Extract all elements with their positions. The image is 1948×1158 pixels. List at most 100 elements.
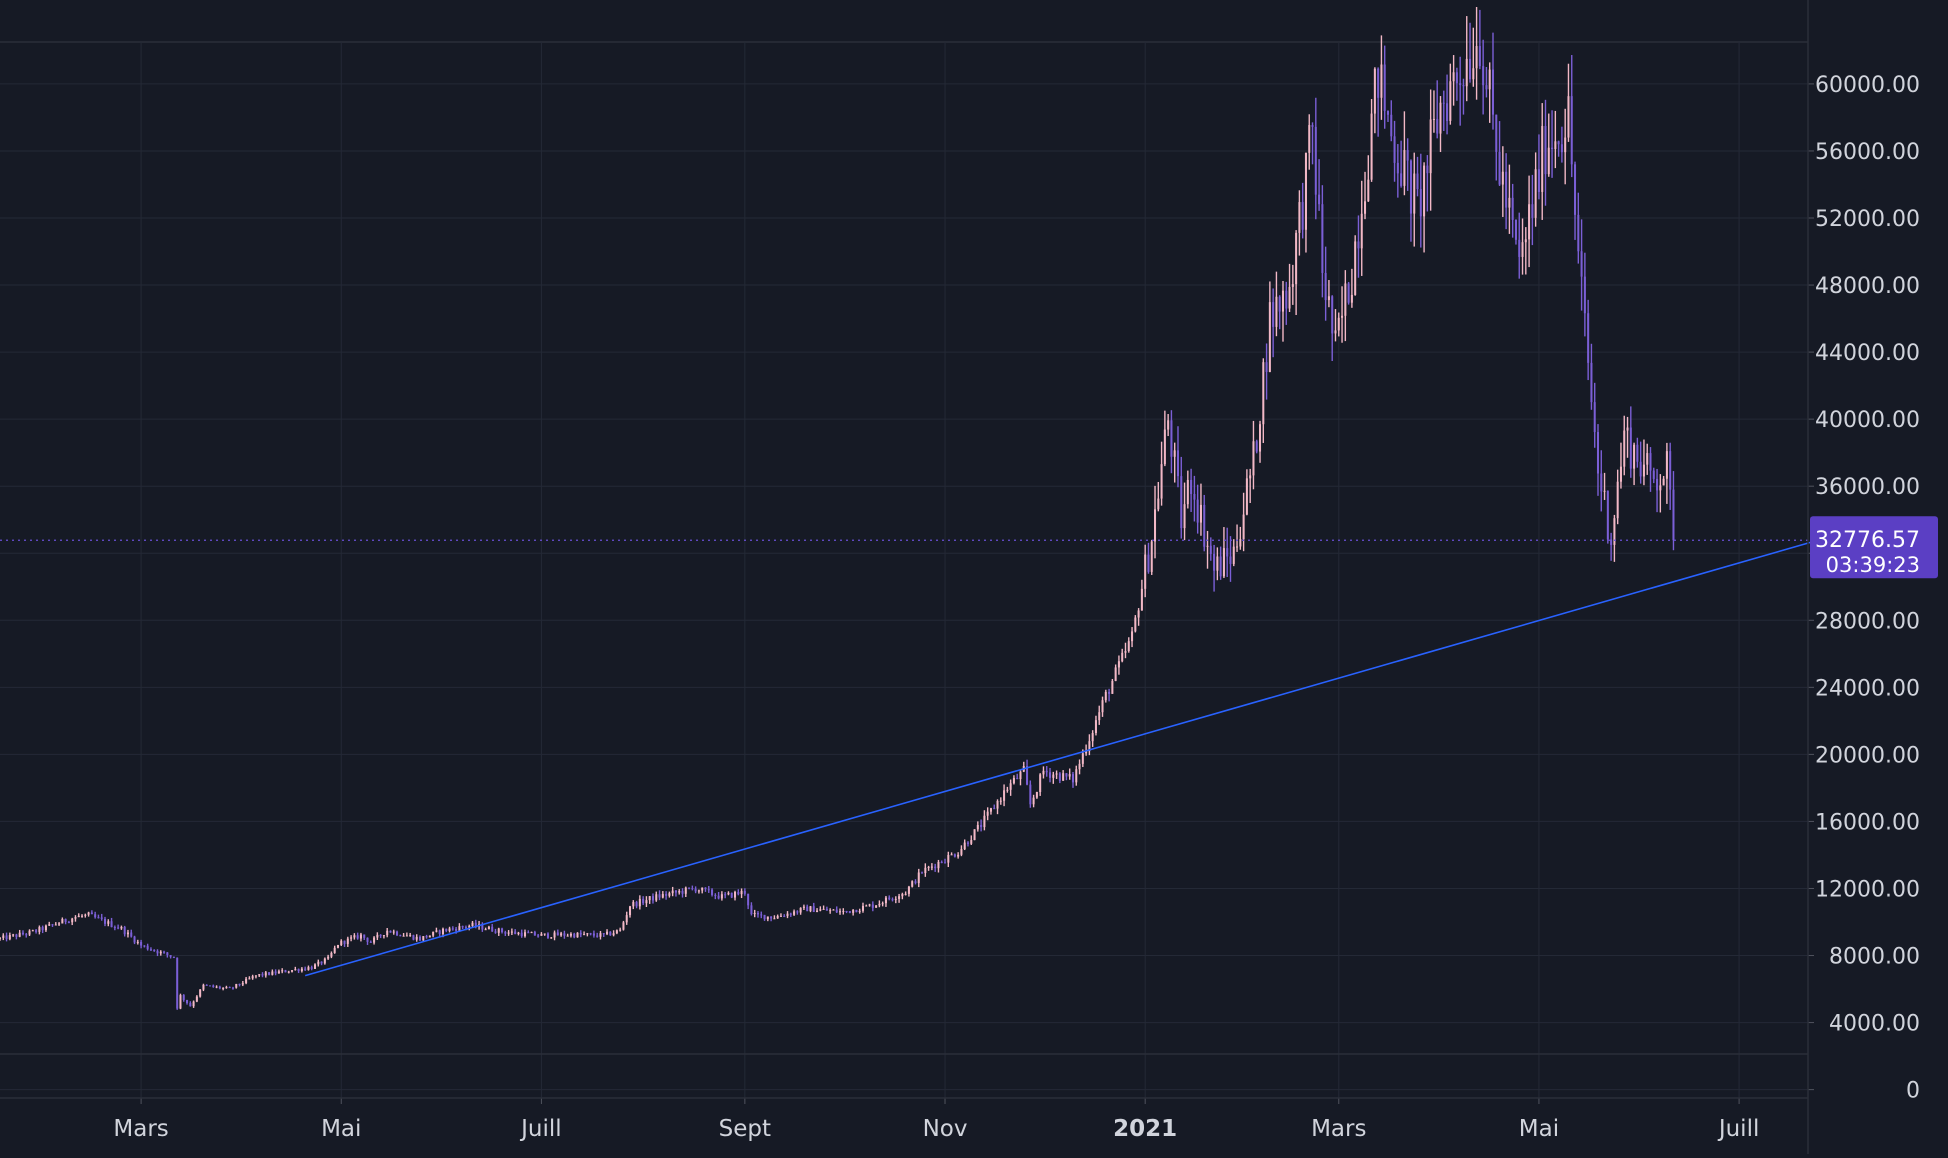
candle[interactable] (1193, 475, 1196, 522)
candle[interactable] (760, 911, 763, 919)
candle[interactable] (202, 983, 205, 992)
candle[interactable] (1436, 80, 1439, 139)
candle[interactable] (330, 951, 333, 959)
candle[interactable] (231, 986, 234, 990)
candle[interactable] (1446, 74, 1449, 135)
candle[interactable] (911, 880, 914, 888)
candle[interactable] (313, 963, 317, 970)
candle[interactable] (891, 897, 894, 902)
candle[interactable] (1665, 442, 1668, 504)
candle[interactable] (1524, 227, 1527, 275)
candle[interactable] (1623, 415, 1626, 476)
candle[interactable] (1551, 110, 1554, 178)
candle[interactable] (658, 890, 661, 901)
candle[interactable] (1659, 474, 1662, 513)
candle[interactable] (1176, 426, 1180, 488)
candle[interactable] (1249, 468, 1252, 503)
candle[interactable] (1012, 775, 1015, 785)
candle[interactable] (300, 967, 303, 973)
candle[interactable] (1577, 192, 1580, 264)
candle[interactable] (701, 887, 704, 894)
candle[interactable] (1150, 539, 1153, 575)
candle[interactable] (392, 929, 395, 935)
candle[interactable] (1413, 152, 1416, 247)
candle[interactable] (789, 912, 792, 917)
candle[interactable] (245, 976, 248, 985)
candle[interactable] (484, 927, 487, 931)
candle[interactable] (888, 895, 891, 901)
candle[interactable] (717, 891, 720, 900)
candle[interactable] (468, 924, 471, 931)
candle[interactable] (1403, 111, 1406, 196)
candle[interactable] (816, 908, 819, 913)
candle[interactable] (779, 913, 782, 917)
candle[interactable] (838, 908, 842, 915)
candle[interactable] (606, 929, 609, 936)
candle[interactable] (1291, 264, 1294, 305)
candle[interactable] (1029, 780, 1032, 808)
candle[interactable] (989, 807, 992, 815)
candle[interactable] (94, 911, 97, 919)
candle[interactable] (878, 900, 881, 908)
candle[interactable] (1131, 627, 1134, 648)
candle[interactable] (1511, 183, 1514, 238)
candle[interactable] (5, 932, 8, 942)
candle[interactable] (1501, 146, 1504, 217)
candle[interactable] (793, 909, 796, 916)
candle[interactable] (159, 950, 162, 956)
candle[interactable] (1117, 655, 1120, 675)
candle[interactable] (254, 975, 257, 979)
candle[interactable] (1672, 471, 1675, 551)
candle[interactable] (451, 926, 454, 931)
candle[interactable] (386, 927, 389, 938)
candle[interactable] (550, 937, 553, 939)
candle[interactable] (825, 906, 828, 911)
candle[interactable] (560, 931, 563, 937)
candle[interactable] (806, 904, 809, 912)
candle[interactable] (1619, 442, 1622, 489)
candle[interactable] (438, 929, 441, 938)
candle[interactable] (1498, 121, 1501, 186)
candle[interactable] (740, 888, 743, 899)
candle[interactable] (950, 852, 953, 856)
candle[interactable] (1121, 648, 1124, 663)
candle[interactable] (1393, 120, 1396, 182)
candle[interactable] (1203, 494, 1206, 552)
candle[interactable] (747, 893, 750, 910)
candle[interactable] (163, 950, 166, 954)
candle[interactable] (61, 917, 64, 924)
candle[interactable] (1409, 159, 1412, 242)
candle[interactable] (166, 952, 169, 958)
candle[interactable] (1514, 219, 1517, 245)
candle[interactable] (1147, 542, 1150, 574)
candle[interactable] (1570, 55, 1573, 178)
candle[interactable] (796, 910, 799, 915)
candle[interactable] (655, 891, 658, 902)
candle[interactable] (973, 829, 976, 841)
candle[interactable] (1475, 6, 1478, 100)
candle[interactable] (48, 921, 51, 926)
candle[interactable] (1567, 63, 1570, 142)
candle[interactable] (1167, 414, 1170, 437)
candle[interactable] (1547, 113, 1550, 177)
candle[interactable] (1042, 766, 1045, 779)
candle[interactable] (770, 916, 773, 922)
candle[interactable] (261, 972, 264, 978)
candle[interactable] (67, 920, 70, 924)
candle[interactable] (307, 965, 310, 971)
candle[interactable] (1669, 442, 1672, 510)
candle[interactable] (1196, 484, 1199, 534)
candle[interactable] (1554, 110, 1557, 169)
candle[interactable] (1432, 90, 1435, 133)
candle[interactable] (1062, 770, 1065, 781)
candle[interactable] (733, 890, 737, 901)
candle[interactable] (537, 933, 540, 938)
candle[interactable] (1508, 164, 1511, 234)
candle[interactable] (8, 932, 11, 941)
candle[interactable] (1521, 218, 1524, 275)
candle[interactable] (1295, 230, 1298, 315)
candle[interactable] (369, 940, 372, 943)
candle[interactable] (697, 889, 700, 894)
